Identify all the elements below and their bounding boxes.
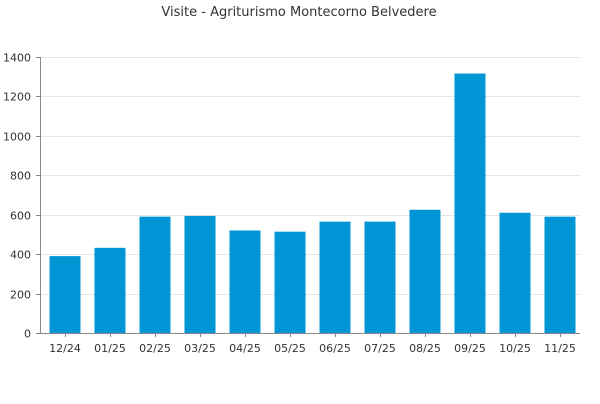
x-tick-label: 09/25 <box>454 342 486 355</box>
x-tick-label: 04/25 <box>229 342 261 355</box>
x-tick-label: 11/25 <box>544 342 576 355</box>
y-tick-label: 400 <box>10 249 31 262</box>
y-tick-label: 800 <box>10 170 31 183</box>
chart-title: Visite - Agriturismo Montecorno Belveder… <box>161 5 436 20</box>
x-tick-label: 08/25 <box>409 342 441 355</box>
x-tick-label: 06/25 <box>319 342 351 355</box>
bar-02-25[interactable] <box>139 216 171 333</box>
bar-03-25[interactable] <box>184 215 216 333</box>
bar-06-25[interactable] <box>319 221 351 333</box>
bar-05-25[interactable] <box>274 231 306 333</box>
x-tick-label: 07/25 <box>364 342 396 355</box>
y-tick-label: 600 <box>10 210 31 223</box>
x-tick-label: 02/25 <box>139 342 171 355</box>
axes <box>40 57 580 334</box>
bar-07-25[interactable] <box>364 221 396 333</box>
y-tick-label: 1000 <box>3 131 31 144</box>
bar-11-25[interactable] <box>544 216 576 333</box>
x-tick-label: 05/25 <box>274 342 306 355</box>
gridlines <box>40 57 580 295</box>
bar-09-25[interactable] <box>454 73 486 333</box>
x-tick-label: 03/25 <box>184 342 216 355</box>
y-tick-label: 200 <box>10 289 31 302</box>
bar-01-25[interactable] <box>94 247 126 333</box>
bar-04-25[interactable] <box>229 230 261 333</box>
y-tick-label: 0 <box>24 328 31 341</box>
x-axis-ticks: 12/24 01/25 02/25 03/25 04/25 05/25 06/25 07/25… <box>49 333 576 355</box>
bar-12-24[interactable] <box>49 256 81 333</box>
y-tick-label: 1400 <box>3 52 31 65</box>
y-axis-ticks: 0 200 400 600 800 1000 1200 1400 <box>3 52 40 341</box>
x-tick-label: 12/24 <box>49 342 81 355</box>
bars <box>49 73 576 333</box>
x-tick-label: 01/25 <box>94 342 126 355</box>
bar-10-25[interactable] <box>499 212 531 333</box>
bar-08-25[interactable] <box>409 209 441 333</box>
x-tick-label: 10/25 <box>499 342 531 355</box>
y-tick-label: 1200 <box>3 91 31 104</box>
